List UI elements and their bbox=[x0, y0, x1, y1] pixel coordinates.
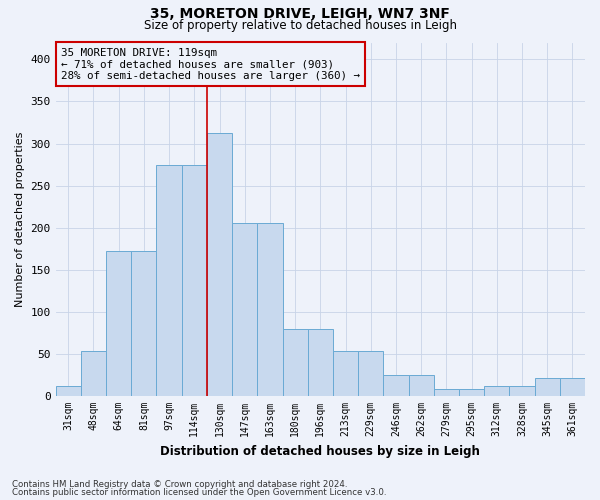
Bar bbox=[56, 386, 81, 396]
Bar bbox=[232, 224, 257, 396]
Bar bbox=[157, 164, 182, 396]
Bar bbox=[535, 378, 560, 396]
Bar bbox=[333, 352, 358, 396]
Bar bbox=[182, 164, 207, 396]
Bar bbox=[409, 375, 434, 396]
Bar bbox=[257, 224, 283, 396]
Bar bbox=[358, 352, 383, 396]
Bar bbox=[283, 328, 308, 396]
Bar bbox=[484, 386, 509, 396]
Text: 35, MORETON DRIVE, LEIGH, WN7 3NF: 35, MORETON DRIVE, LEIGH, WN7 3NF bbox=[150, 8, 450, 22]
X-axis label: Distribution of detached houses by size in Leigh: Distribution of detached houses by size … bbox=[160, 444, 480, 458]
Bar bbox=[383, 375, 409, 396]
Bar bbox=[131, 252, 157, 396]
Bar bbox=[509, 386, 535, 396]
Bar bbox=[434, 390, 459, 396]
Bar bbox=[560, 378, 585, 396]
Bar bbox=[106, 252, 131, 396]
Text: Contains public sector information licensed under the Open Government Licence v3: Contains public sector information licen… bbox=[12, 488, 386, 497]
Bar bbox=[308, 328, 333, 396]
Bar bbox=[81, 352, 106, 396]
Text: 35 MORETON DRIVE: 119sqm
← 71% of detached houses are smaller (903)
28% of semi-: 35 MORETON DRIVE: 119sqm ← 71% of detach… bbox=[61, 48, 360, 81]
Bar bbox=[207, 134, 232, 396]
Text: Size of property relative to detached houses in Leigh: Size of property relative to detached ho… bbox=[143, 19, 457, 32]
Bar bbox=[459, 390, 484, 396]
Y-axis label: Number of detached properties: Number of detached properties bbox=[15, 132, 25, 307]
Text: Contains HM Land Registry data © Crown copyright and database right 2024.: Contains HM Land Registry data © Crown c… bbox=[12, 480, 347, 489]
